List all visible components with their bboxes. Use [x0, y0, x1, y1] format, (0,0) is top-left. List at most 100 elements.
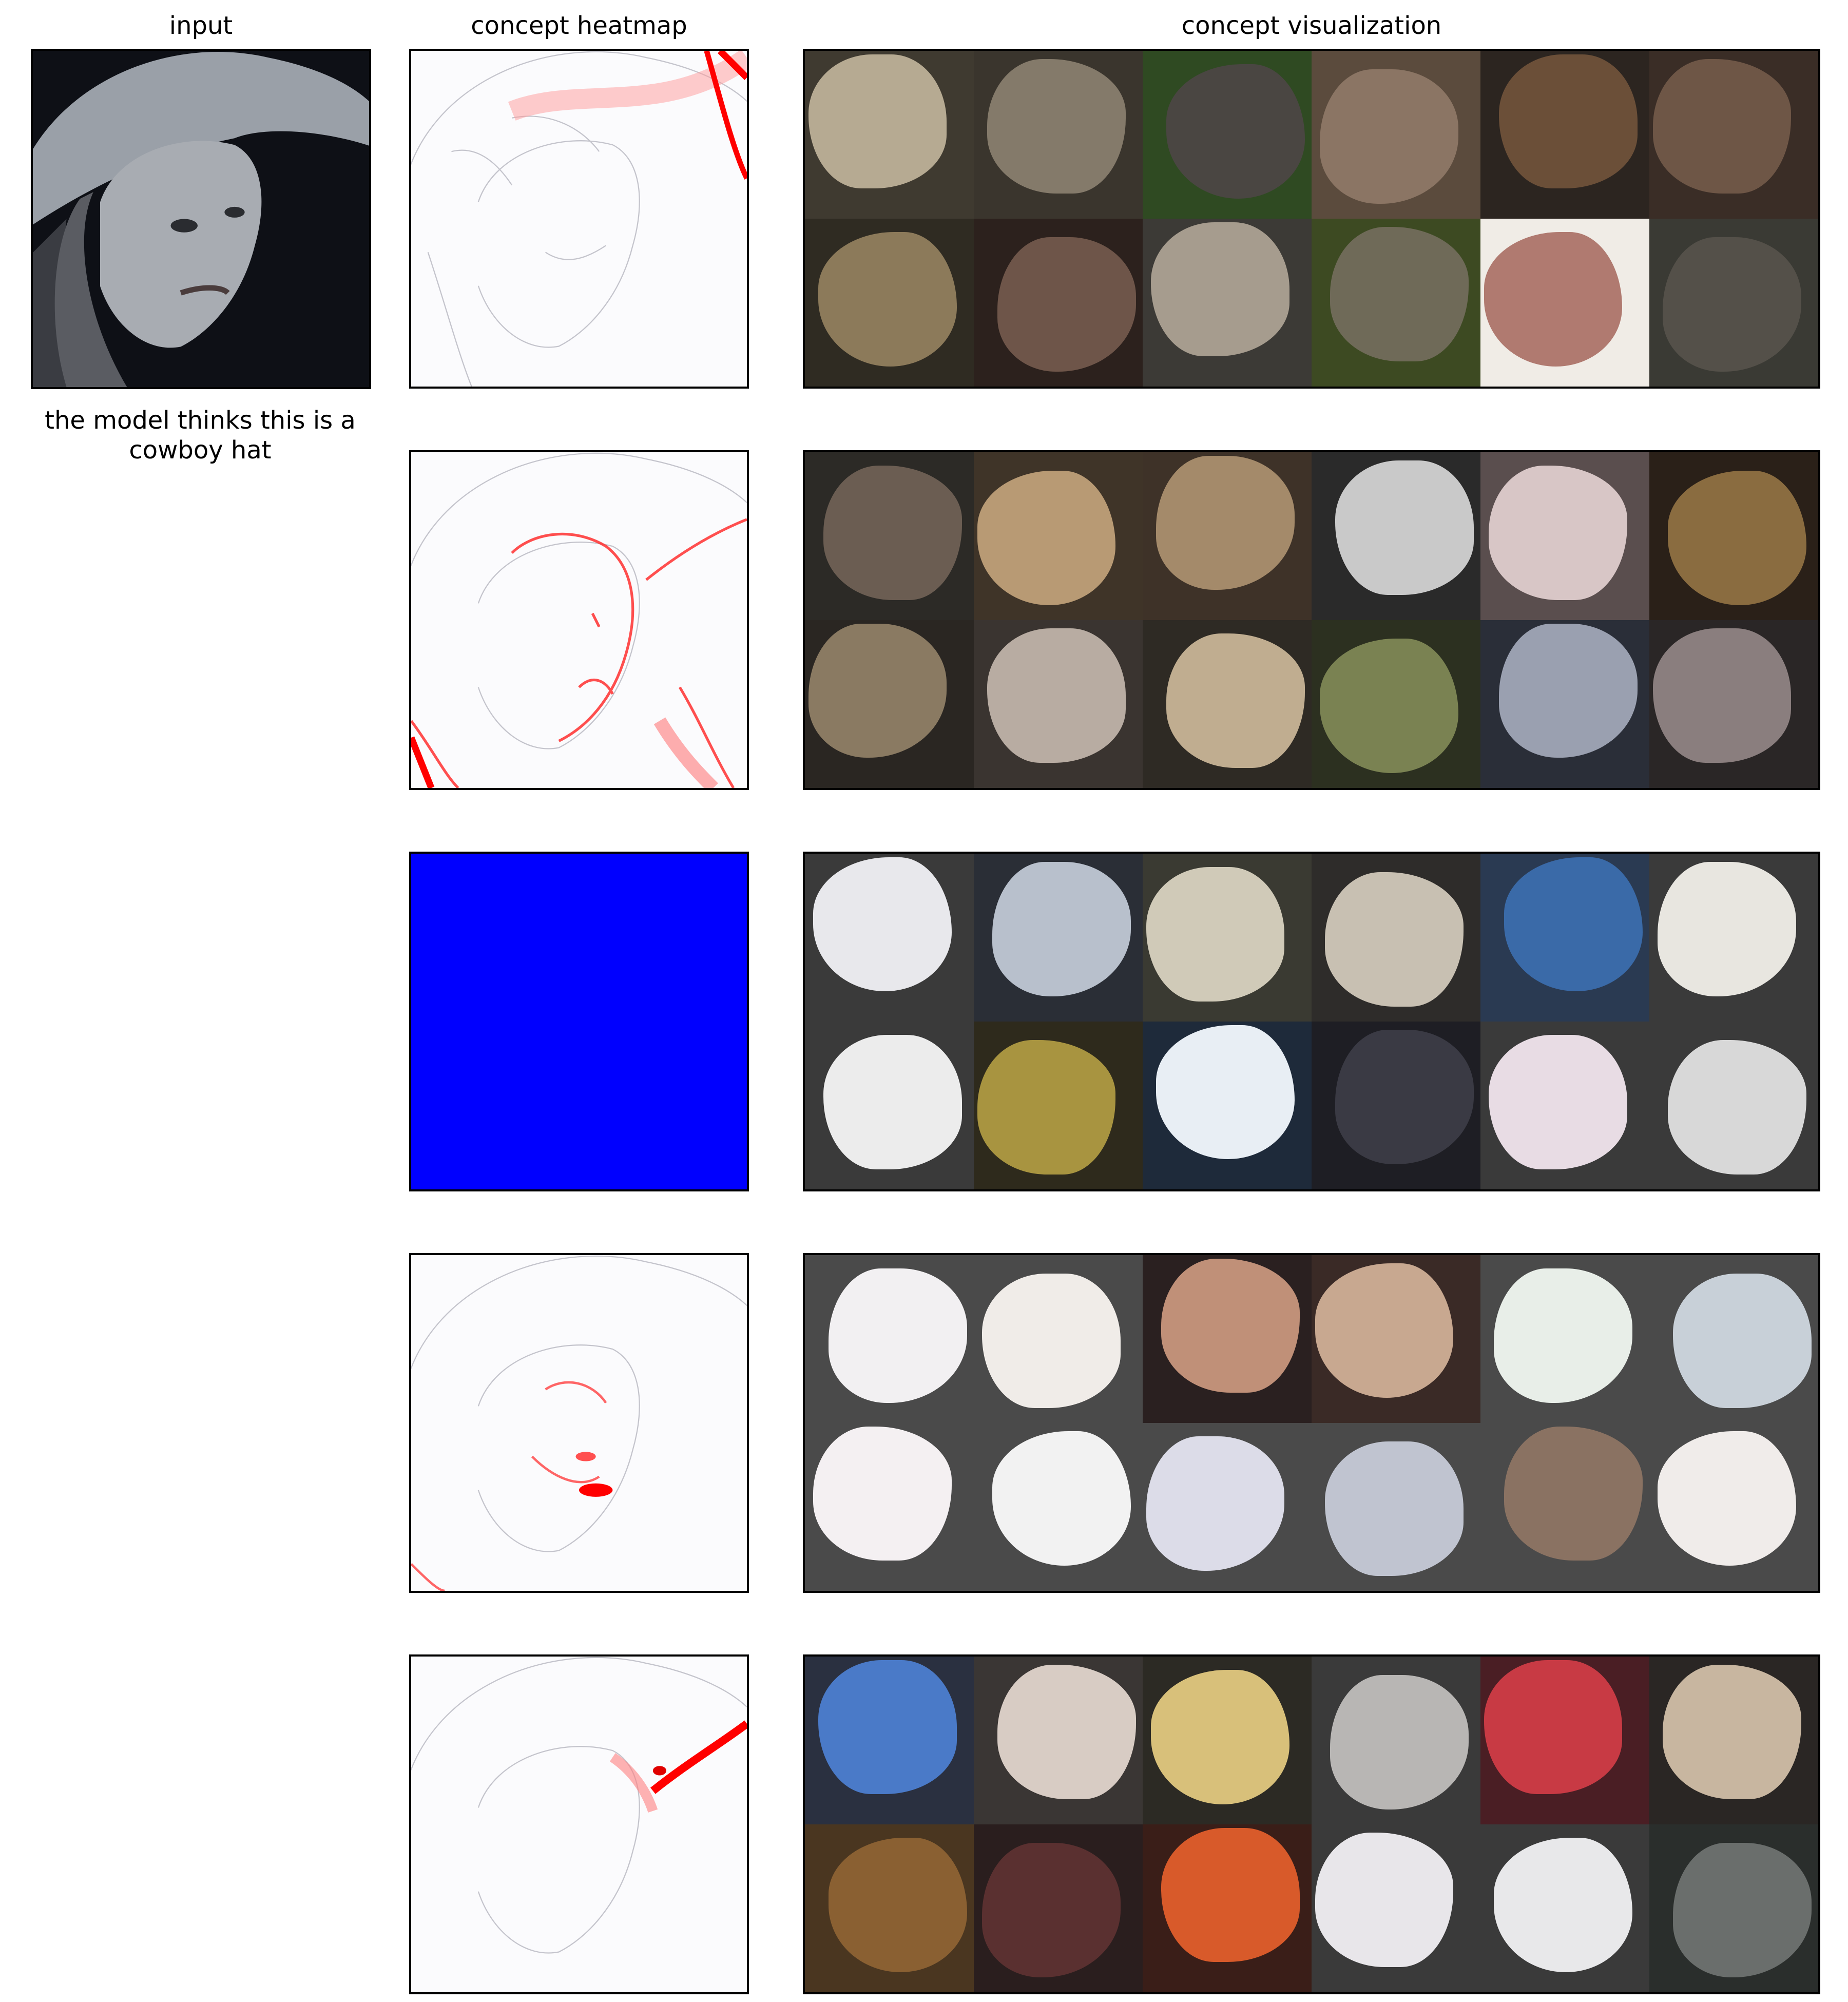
concept-patch [1312, 51, 1480, 219]
concept-patch [1143, 1255, 1312, 1423]
concept-patch [1312, 1657, 1480, 1824]
concept-patch [805, 854, 974, 1022]
concept-patch [1312, 219, 1480, 387]
concept-region [982, 1843, 1121, 1977]
concept-region [987, 59, 1126, 194]
input-image [31, 49, 371, 389]
concept-patch [1143, 452, 1312, 620]
concept-patch [974, 219, 1143, 387]
concept-patch [805, 1022, 974, 1189]
concept-region [1489, 1035, 1627, 1169]
concept-region [997, 1665, 1136, 1799]
concept-region [1330, 227, 1469, 361]
concept-heatmap-4 [409, 1253, 749, 1593]
concept-region [992, 862, 1131, 996]
concept-patch [1480, 219, 1649, 387]
concept-patch [1312, 1255, 1480, 1423]
concept-patch [1649, 620, 1818, 788]
concept-patch [1143, 51, 1312, 219]
concept-region [1330, 1675, 1469, 1810]
concept-region [1658, 1431, 1796, 1566]
input-title: input [31, 11, 371, 40]
concept-heatmap-5 [409, 1654, 749, 1994]
concept-region [1484, 232, 1623, 367]
concept-patch [974, 1255, 1143, 1423]
concept-region [1161, 1828, 1300, 1962]
concept-patch [1649, 51, 1818, 219]
concept-region [1335, 1030, 1474, 1164]
concept-region [1668, 1040, 1806, 1175]
concept-region [1320, 639, 1458, 773]
concept-patch [805, 51, 974, 219]
concept-region [1484, 1660, 1623, 1795]
concept-patch [805, 1657, 974, 1824]
concept-patch [1480, 1255, 1649, 1423]
concept-region [818, 232, 957, 367]
concept-patch [1480, 51, 1649, 219]
concept-patch [1480, 1657, 1649, 1824]
concept-region [977, 1040, 1116, 1175]
concept-patch [1649, 1255, 1818, 1423]
concept-visualization-1 [803, 49, 1820, 389]
concept-region [992, 1431, 1131, 1566]
concept-region [1151, 1670, 1289, 1804]
concept-patch [1480, 620, 1649, 788]
concept-patch [974, 1824, 1143, 1992]
concept-heatmap-1 [409, 49, 749, 389]
concept-region [1663, 1665, 1801, 1799]
concept-region [1156, 456, 1295, 590]
concept-region [1335, 460, 1474, 595]
concept-region [1494, 1838, 1632, 1972]
concept-patch [1649, 854, 1818, 1022]
concept-patch [1143, 219, 1312, 387]
concept-patch [805, 1255, 974, 1423]
concept-region [1658, 862, 1796, 996]
concept-patch [1143, 854, 1312, 1022]
concept-region [1499, 54, 1638, 189]
concept-patch [1312, 854, 1480, 1022]
concept-region [1166, 633, 1305, 768]
concept-patch [1649, 1022, 1818, 1189]
concept-region [1166, 64, 1305, 199]
concept-region [1146, 867, 1285, 1002]
concept-region [1315, 1263, 1454, 1398]
concept-patch [805, 452, 974, 620]
concept-patch [974, 620, 1143, 788]
concept-region [1325, 1441, 1464, 1576]
concept-region [1499, 624, 1638, 758]
concept-visualization-5 [803, 1654, 1820, 1994]
heatmap-title: concept heatmap [409, 11, 749, 40]
concept-region [1161, 1259, 1300, 1393]
concept-patch [1143, 1824, 1312, 1992]
concept-patch [974, 1022, 1143, 1189]
concept-patch [805, 1824, 974, 1992]
concept-region [1673, 1274, 1812, 1408]
concept-region [1489, 466, 1627, 600]
concept-region [1146, 1436, 1285, 1571]
concept-patch [1312, 1824, 1480, 1992]
prediction-caption: the model thinks this is a cowboy hat [15, 406, 385, 465]
concept-patch [974, 854, 1143, 1022]
concept-region [808, 624, 947, 758]
concept-region [1673, 1843, 1812, 1977]
concept-patch [1649, 452, 1818, 620]
concept-patch [1143, 1657, 1312, 1824]
concept-patch [1143, 620, 1312, 788]
concept-heatmap-3 [409, 852, 749, 1191]
concept-patch [1480, 1423, 1649, 1591]
concept-patch [1312, 620, 1480, 788]
concept-region [1668, 471, 1806, 605]
concept-region [977, 471, 1116, 605]
concept-region [829, 1838, 967, 1972]
concept-patch [1312, 1423, 1480, 1591]
concept-patch [1480, 452, 1649, 620]
visualization-title: concept visualization [803, 11, 1820, 40]
concept-patch [1480, 854, 1649, 1022]
concept-heatmap-2 [409, 450, 749, 790]
concept-patch [805, 219, 974, 387]
concept-visualization-4 [803, 1253, 1820, 1593]
concept-patch [1312, 1022, 1480, 1189]
concept-patch [805, 620, 974, 788]
concept-region [1494, 1268, 1632, 1403]
concept-region [1504, 857, 1643, 992]
